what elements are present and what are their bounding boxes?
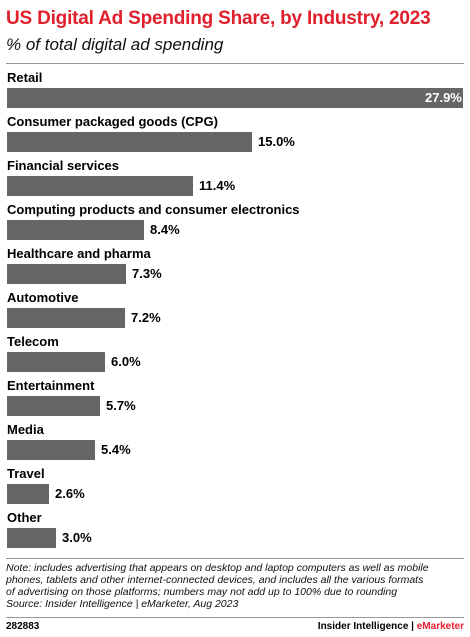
category-label: Consumer packaged goods (CPG) bbox=[7, 114, 218, 129]
note-line-3: of advertising on those platforms; numbe… bbox=[6, 586, 398, 598]
top-divider bbox=[6, 63, 464, 64]
value-label: 7.3% bbox=[132, 266, 162, 281]
value-label: 7.2% bbox=[131, 310, 161, 325]
chart-id: 282883 bbox=[6, 621, 40, 632]
footer-divider bbox=[6, 617, 464, 618]
bar bbox=[7, 352, 105, 372]
bar bbox=[7, 396, 100, 416]
value-label: 15.0% bbox=[258, 134, 295, 149]
bar bbox=[7, 528, 56, 548]
value-label: 11.4% bbox=[199, 178, 236, 193]
note-line-2: phones, tablets and other internet-conne… bbox=[6, 574, 424, 586]
bottom-divider bbox=[6, 558, 464, 559]
chart-subtitle: % of total digital ad spending bbox=[6, 35, 224, 54]
brand-main: Insider Intelligence | bbox=[317, 621, 417, 632]
category-label: Retail bbox=[7, 70, 43, 85]
category-label: Healthcare and pharma bbox=[7, 246, 151, 261]
brand-accent: eMarketer bbox=[416, 621, 464, 632]
note-line-1: Note: includes advertising that appears … bbox=[6, 562, 429, 574]
category-label: Automotive bbox=[7, 290, 79, 305]
category-label: Telecom bbox=[7, 334, 59, 349]
chart-note: Note: includes advertising that appears … bbox=[6, 562, 466, 610]
note-source: Source: Insider Intelligence | eMarketer… bbox=[6, 598, 239, 610]
value-label: 8.4% bbox=[150, 222, 180, 237]
value-label: 3.0% bbox=[62, 530, 92, 545]
value-label: 5.7% bbox=[106, 398, 136, 413]
bar bbox=[7, 264, 126, 284]
chart-title: US Digital Ad Spending Share, by Industr… bbox=[6, 8, 431, 29]
bar bbox=[7, 484, 49, 504]
category-label: Financial services bbox=[7, 158, 120, 173]
bar-chart: Retail 27.9% Consumer packaged goods (CPG)… bbox=[0, 64, 470, 554]
value-label: 2.6% bbox=[55, 486, 85, 501]
bar bbox=[7, 308, 125, 328]
category-label: Computing products and consumer electron… bbox=[7, 202, 300, 217]
category-label: Entertainment bbox=[7, 378, 95, 393]
bar bbox=[7, 176, 193, 196]
category-label: Travel bbox=[7, 466, 45, 481]
category-label: Other bbox=[7, 510, 42, 525]
category-label: Media bbox=[7, 422, 44, 437]
bar bbox=[7, 440, 95, 460]
bar bbox=[7, 88, 463, 108]
brand-credit: Insider Intelligence | eMarketer bbox=[318, 621, 464, 632]
value-label: 6.0% bbox=[111, 354, 141, 369]
bar bbox=[7, 220, 144, 240]
value-label: 27.9% bbox=[425, 90, 462, 105]
bar bbox=[7, 132, 252, 152]
value-label: 5.4% bbox=[101, 442, 131, 457]
